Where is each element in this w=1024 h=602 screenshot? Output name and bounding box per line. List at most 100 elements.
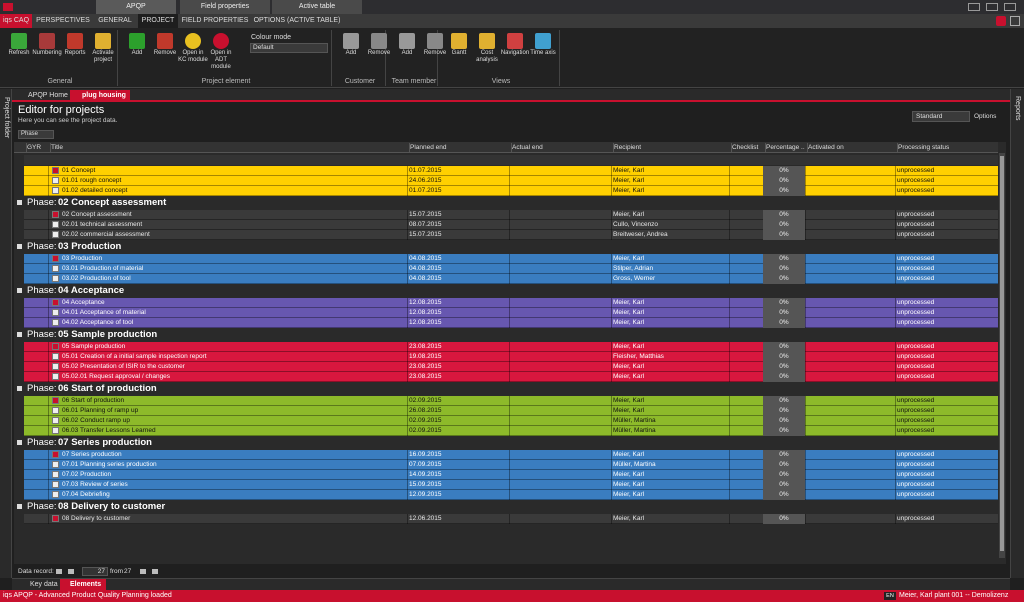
ribbon-icon[interactable] [67,33,83,49]
table-row[interactable]: 04.02 Acceptance of tool 12.08.2015 Meier,… [24,318,998,328]
ribbon-button-label[interactable]: Refresh [8,50,30,56]
column-header[interactable]: Planned end [409,143,509,153]
table-row[interactable]: 02.01 technical assessment 08.07.2015 Cull… [24,220,998,230]
table-row[interactable]: 05.02.01 Request approval / changes 23.08… [24,372,998,382]
ribbon-button-label[interactable]: Remove [367,50,391,56]
table-row[interactable]: 03 Production 04.08.2015 Meier, Karl 0% unpr… [24,254,998,264]
maximize-button[interactable] [986,3,998,11]
phase-toggle[interactable] [17,440,22,445]
ribbon-icon[interactable] [427,33,443,49]
ribbon-icon[interactable] [129,33,145,49]
table-row[interactable]: 03.02 Production of tool 04.08.2015 Gross,… [24,274,998,284]
window-tab[interactable]: APQP [96,0,176,14]
help-button[interactable] [996,16,1006,26]
phase-toggle[interactable] [17,200,22,205]
window-tab[interactable]: Active table [272,0,362,14]
table-row[interactable]: 06.01 Planning of ramp up 26.08.2015 Meier… [24,406,998,416]
table-row[interactable]: 06.03 Transfer Lessons Learned 02.09.2015… [24,426,998,436]
ribbon-icon[interactable] [507,33,523,49]
ribbon-icon[interactable] [451,33,467,49]
ribbon-icon[interactable] [11,33,27,49]
ribbon-tab[interactable]: GENERAL [98,17,132,24]
colour-mode-select[interactable]: Default [250,43,328,53]
table-row[interactable]: 04 Acceptance 12.08.2015 Meier, Karl 0% unpr… [24,298,998,308]
window-tab[interactable]: Field properties [180,0,270,14]
bottom-tab[interactable]: Elements [60,579,106,590]
table-row[interactable]: 05.01 Creation of a initial sample inspe… [24,352,998,362]
doc-tab[interactable]: APQP Home [28,92,68,99]
table-row[interactable]: 07.03 Review of series 15.09.2015 Meier, K… [24,480,998,490]
record-input[interactable]: 27 [82,567,108,576]
column-header[interactable]: Recipient [613,143,729,153]
table-row[interactable]: 01 Concept 01.07.2015 Meier, Karl 0% unproce… [24,166,998,176]
column-header[interactable]: Checklist [731,143,763,153]
doc-tab[interactable]: plug housing [70,90,130,101]
ribbon-button-label[interactable]: Add [345,50,357,56]
column-header[interactable]: Title [50,143,407,153]
table-row[interactable]: 04.01 Acceptance of material 12.08.2015 Me… [24,308,998,318]
phase-toggle[interactable] [17,288,22,293]
column-header[interactable]: Actual end [511,143,611,153]
table-row[interactable]: 06 Start of production 02.09.2015 Meier, K… [24,396,998,406]
ribbon-button-label[interactable]: Remove [153,50,177,56]
ribbon-button-label[interactable]: Add [131,50,143,56]
ribbon-tab[interactable]: PROJECT [138,14,178,28]
table-row[interactable]: 05.02 Presentation of ISIR to the custom… [24,362,998,372]
phase-toggle[interactable] [17,332,22,337]
column-header[interactable]: Percentage ... [765,143,805,153]
ribbon-icon[interactable] [95,33,111,49]
bottom-tab[interactable]: Key data [30,581,58,588]
ribbon-icon[interactable] [535,33,551,49]
group-by-chip[interactable]: Phase [18,130,54,139]
ribbon-tab[interactable]: PERSPECTIVES [36,17,90,24]
table-row[interactable]: 07.01 Planning series production 07.09.20… [24,460,998,470]
view-select[interactable]: Standard [912,111,970,122]
phase-toggle[interactable] [17,386,22,391]
ribbon-tab[interactable]: FIELD PROPERTIES [181,17,249,24]
close-button[interactable] [1004,3,1016,11]
ribbon-button-label[interactable]: Open in KC module [178,50,208,63]
ribbon-button-label[interactable]: Reports [64,50,86,56]
scroll-thumb[interactable] [1000,156,1004,551]
ribbon-button-label[interactable]: Remove [423,50,447,56]
ribbon-button-label[interactable]: Time axis [530,50,556,56]
ribbon-button-label[interactable]: Numbering [32,50,62,56]
nav-button[interactable] [68,569,74,574]
ribbon-icon[interactable] [399,33,415,49]
status-lang[interactable]: EN [884,592,896,600]
column-header[interactable]: GYR [26,143,48,153]
ribbon-button-label[interactable]: Open in ADT module [210,50,232,70]
menu-button[interactable] [1010,16,1020,26]
column-header[interactable]: Activated on [807,143,895,153]
ribbon-icon[interactable] [371,33,387,49]
nav-button[interactable] [140,569,146,574]
side-label-left[interactable]: Project folder [3,97,10,139]
ribbon-icon[interactable] [343,33,359,49]
minimize-button[interactable] [968,3,980,11]
table-row[interactable]: 05 Sample production 23.08.2015 Meier, Kar… [24,342,998,352]
ribbon-button-label[interactable]: Add [401,50,413,56]
table-row[interactable]: 03.01 Production of material 04.08.2015 St… [24,264,998,274]
ribbon-tab[interactable]: iqs CAQ [0,14,32,28]
table-row[interactable]: 01.02 detailed concept 01.07.2015 Meier, K… [24,186,998,196]
ribbon-button-label[interactable]: Navigation [500,50,530,56]
ribbon-button-label[interactable]: Activate project [92,50,114,63]
phase-toggle[interactable] [17,244,22,249]
table-row[interactable]: 02.02 commercial assessment 15.07.2015 Bre… [24,230,998,240]
ribbon-tab[interactable]: OPTIONS (ACTIVE TABLE) [253,17,341,24]
table-row[interactable]: 01.01 rough concept 24.06.2015 Meier, Karl… [24,176,998,186]
ribbon-button-label[interactable]: Gantt [451,50,467,56]
column-header[interactable]: Processing status [897,143,998,153]
table-row[interactable]: 08 Delivery to customer 12.06.2015 Meier, … [24,514,998,524]
table-row[interactable]: 07.04 Debriefing 12.09.2015 Meier, Karl 0% u… [24,490,998,500]
nav-button[interactable] [56,569,62,574]
ribbon-icon[interactable] [213,33,229,49]
side-label-right[interactable]: Reports [1014,96,1021,121]
table-row[interactable]: 06.02 Conduct ramp up 02.09.2015 Müller, M… [24,416,998,426]
ribbon-icon[interactable] [479,33,495,49]
table-row[interactable]: 07 Series production 16.09.2015 Meier, Kar… [24,450,998,460]
ribbon-icon[interactable] [185,33,201,49]
ribbon-icon[interactable] [39,33,55,49]
table-row[interactable]: 07.02 Production 14.09.2015 Meier, Karl 0% u… [24,470,998,480]
ribbon-button-label[interactable]: Cost analysis [476,50,498,63]
